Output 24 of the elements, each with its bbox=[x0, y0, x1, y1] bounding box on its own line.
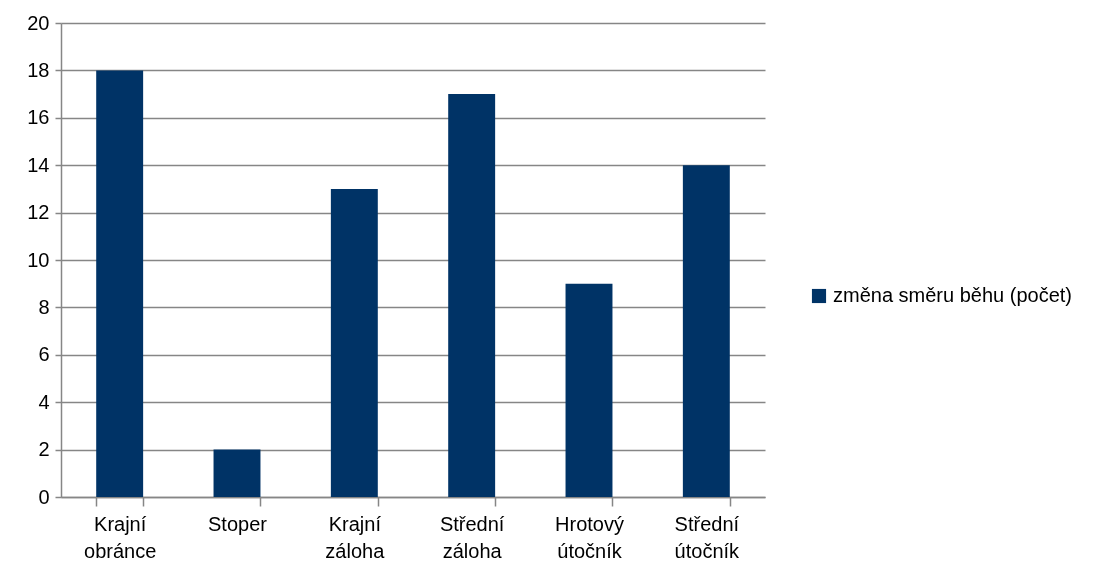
y-tick-label: 0 bbox=[38, 485, 50, 508]
bar bbox=[565, 283, 613, 497]
bar bbox=[682, 165, 730, 497]
y-tick-label: 2 bbox=[38, 438, 50, 461]
x-tick-label: Krajní obránce bbox=[84, 512, 157, 562]
x-tick-label: Střední záloha bbox=[439, 512, 505, 562]
x-tick-label: Hrotový útočník bbox=[555, 512, 624, 562]
x-tick-label: Střední útočník bbox=[674, 512, 741, 562]
bar bbox=[330, 188, 378, 497]
y-tick-label: 18 bbox=[27, 58, 50, 81]
y-tick-label: 10 bbox=[27, 248, 50, 271]
y-tick-label: 8 bbox=[38, 295, 50, 318]
x-tick-label: Krajní záloha bbox=[325, 512, 386, 562]
bar bbox=[213, 449, 261, 497]
x-tick-label: Stoper bbox=[208, 512, 268, 535]
bar bbox=[96, 70, 144, 497]
y-tick-label: 14 bbox=[27, 153, 50, 176]
y-tick-label: 20 bbox=[27, 11, 50, 34]
legend-label: změna směru běhu (počet) bbox=[833, 284, 1073, 306]
y-tick-label: 4 bbox=[38, 390, 50, 413]
bar bbox=[448, 94, 496, 497]
y-tick-label: 12 bbox=[27, 201, 50, 224]
y-tick-label: 16 bbox=[27, 106, 50, 129]
y-tick-label: 6 bbox=[38, 343, 50, 366]
